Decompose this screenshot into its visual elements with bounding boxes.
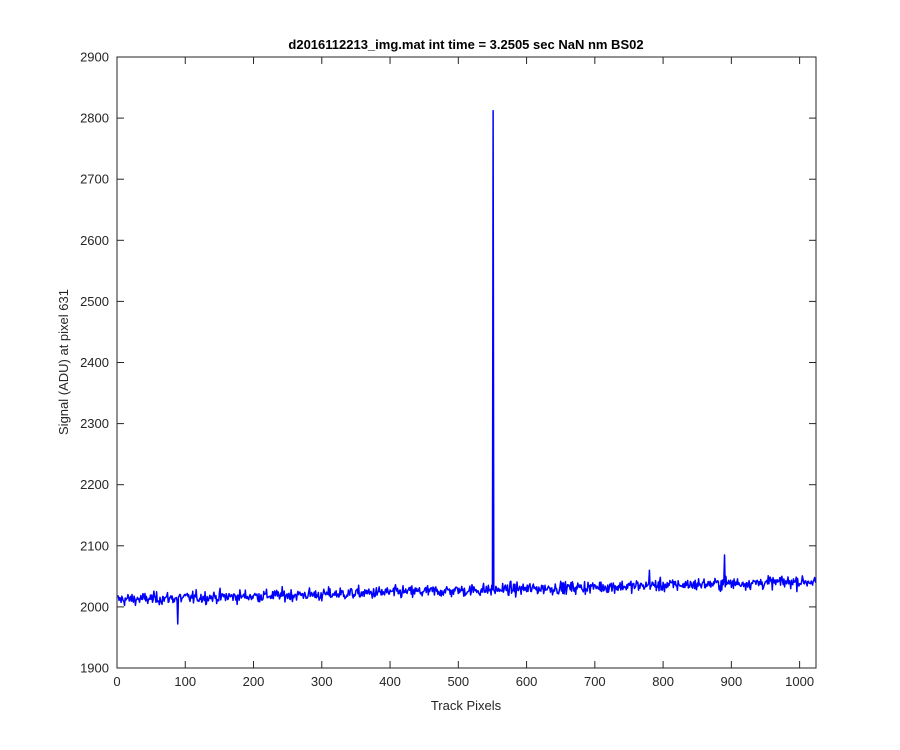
x-tick-label: 900	[721, 674, 743, 689]
y-tick-label: 2000	[80, 599, 109, 614]
y-tick-label: 2400	[80, 355, 109, 370]
x-tick-label: 400	[379, 674, 401, 689]
x-tick-label: 200	[243, 674, 265, 689]
x-tick-label: 700	[584, 674, 606, 689]
x-tick-label: 300	[311, 674, 333, 689]
y-tick-label: 1900	[80, 661, 109, 676]
axes-box	[116, 56, 817, 669]
plot-area: 0 100 200 300 400 500 600 700 800 900 1000 1900 200…	[80, 50, 817, 689]
chart-title: d2016112213_img.mat int time = 3.2505 se…	[288, 37, 643, 52]
y-tick-label: 2200	[80, 477, 109, 492]
x-axis-label: Track Pixels	[431, 698, 502, 713]
y-axis-label: Signal (ADU) at pixel 631	[56, 289, 71, 435]
x-tick-label: 0	[113, 674, 120, 689]
x-tick-label: 600	[516, 674, 538, 689]
x-tick-label: 500	[447, 674, 469, 689]
y-tick-label: 2100	[80, 538, 109, 553]
y-tick-label: 2800	[80, 111, 109, 126]
x-tick-label: 1000	[785, 674, 814, 689]
x-tick-label: 800	[652, 674, 674, 689]
y-tick-label: 2900	[80, 50, 109, 65]
y-tick-label: 2700	[80, 172, 109, 187]
y-tick-label: 2500	[80, 294, 109, 309]
x-tick-label: 100	[174, 674, 196, 689]
x-ticks: 0 100 200 300 400 500 600 700 800 900 1000	[113, 57, 814, 689]
y-tick-label: 2300	[80, 416, 109, 431]
series-line	[117, 110, 817, 625]
y-ticks: 1900 2000 2100 2200 2300 2400 2500 2600 2700 2800…	[80, 50, 816, 676]
y-tick-label: 2600	[80, 233, 109, 248]
